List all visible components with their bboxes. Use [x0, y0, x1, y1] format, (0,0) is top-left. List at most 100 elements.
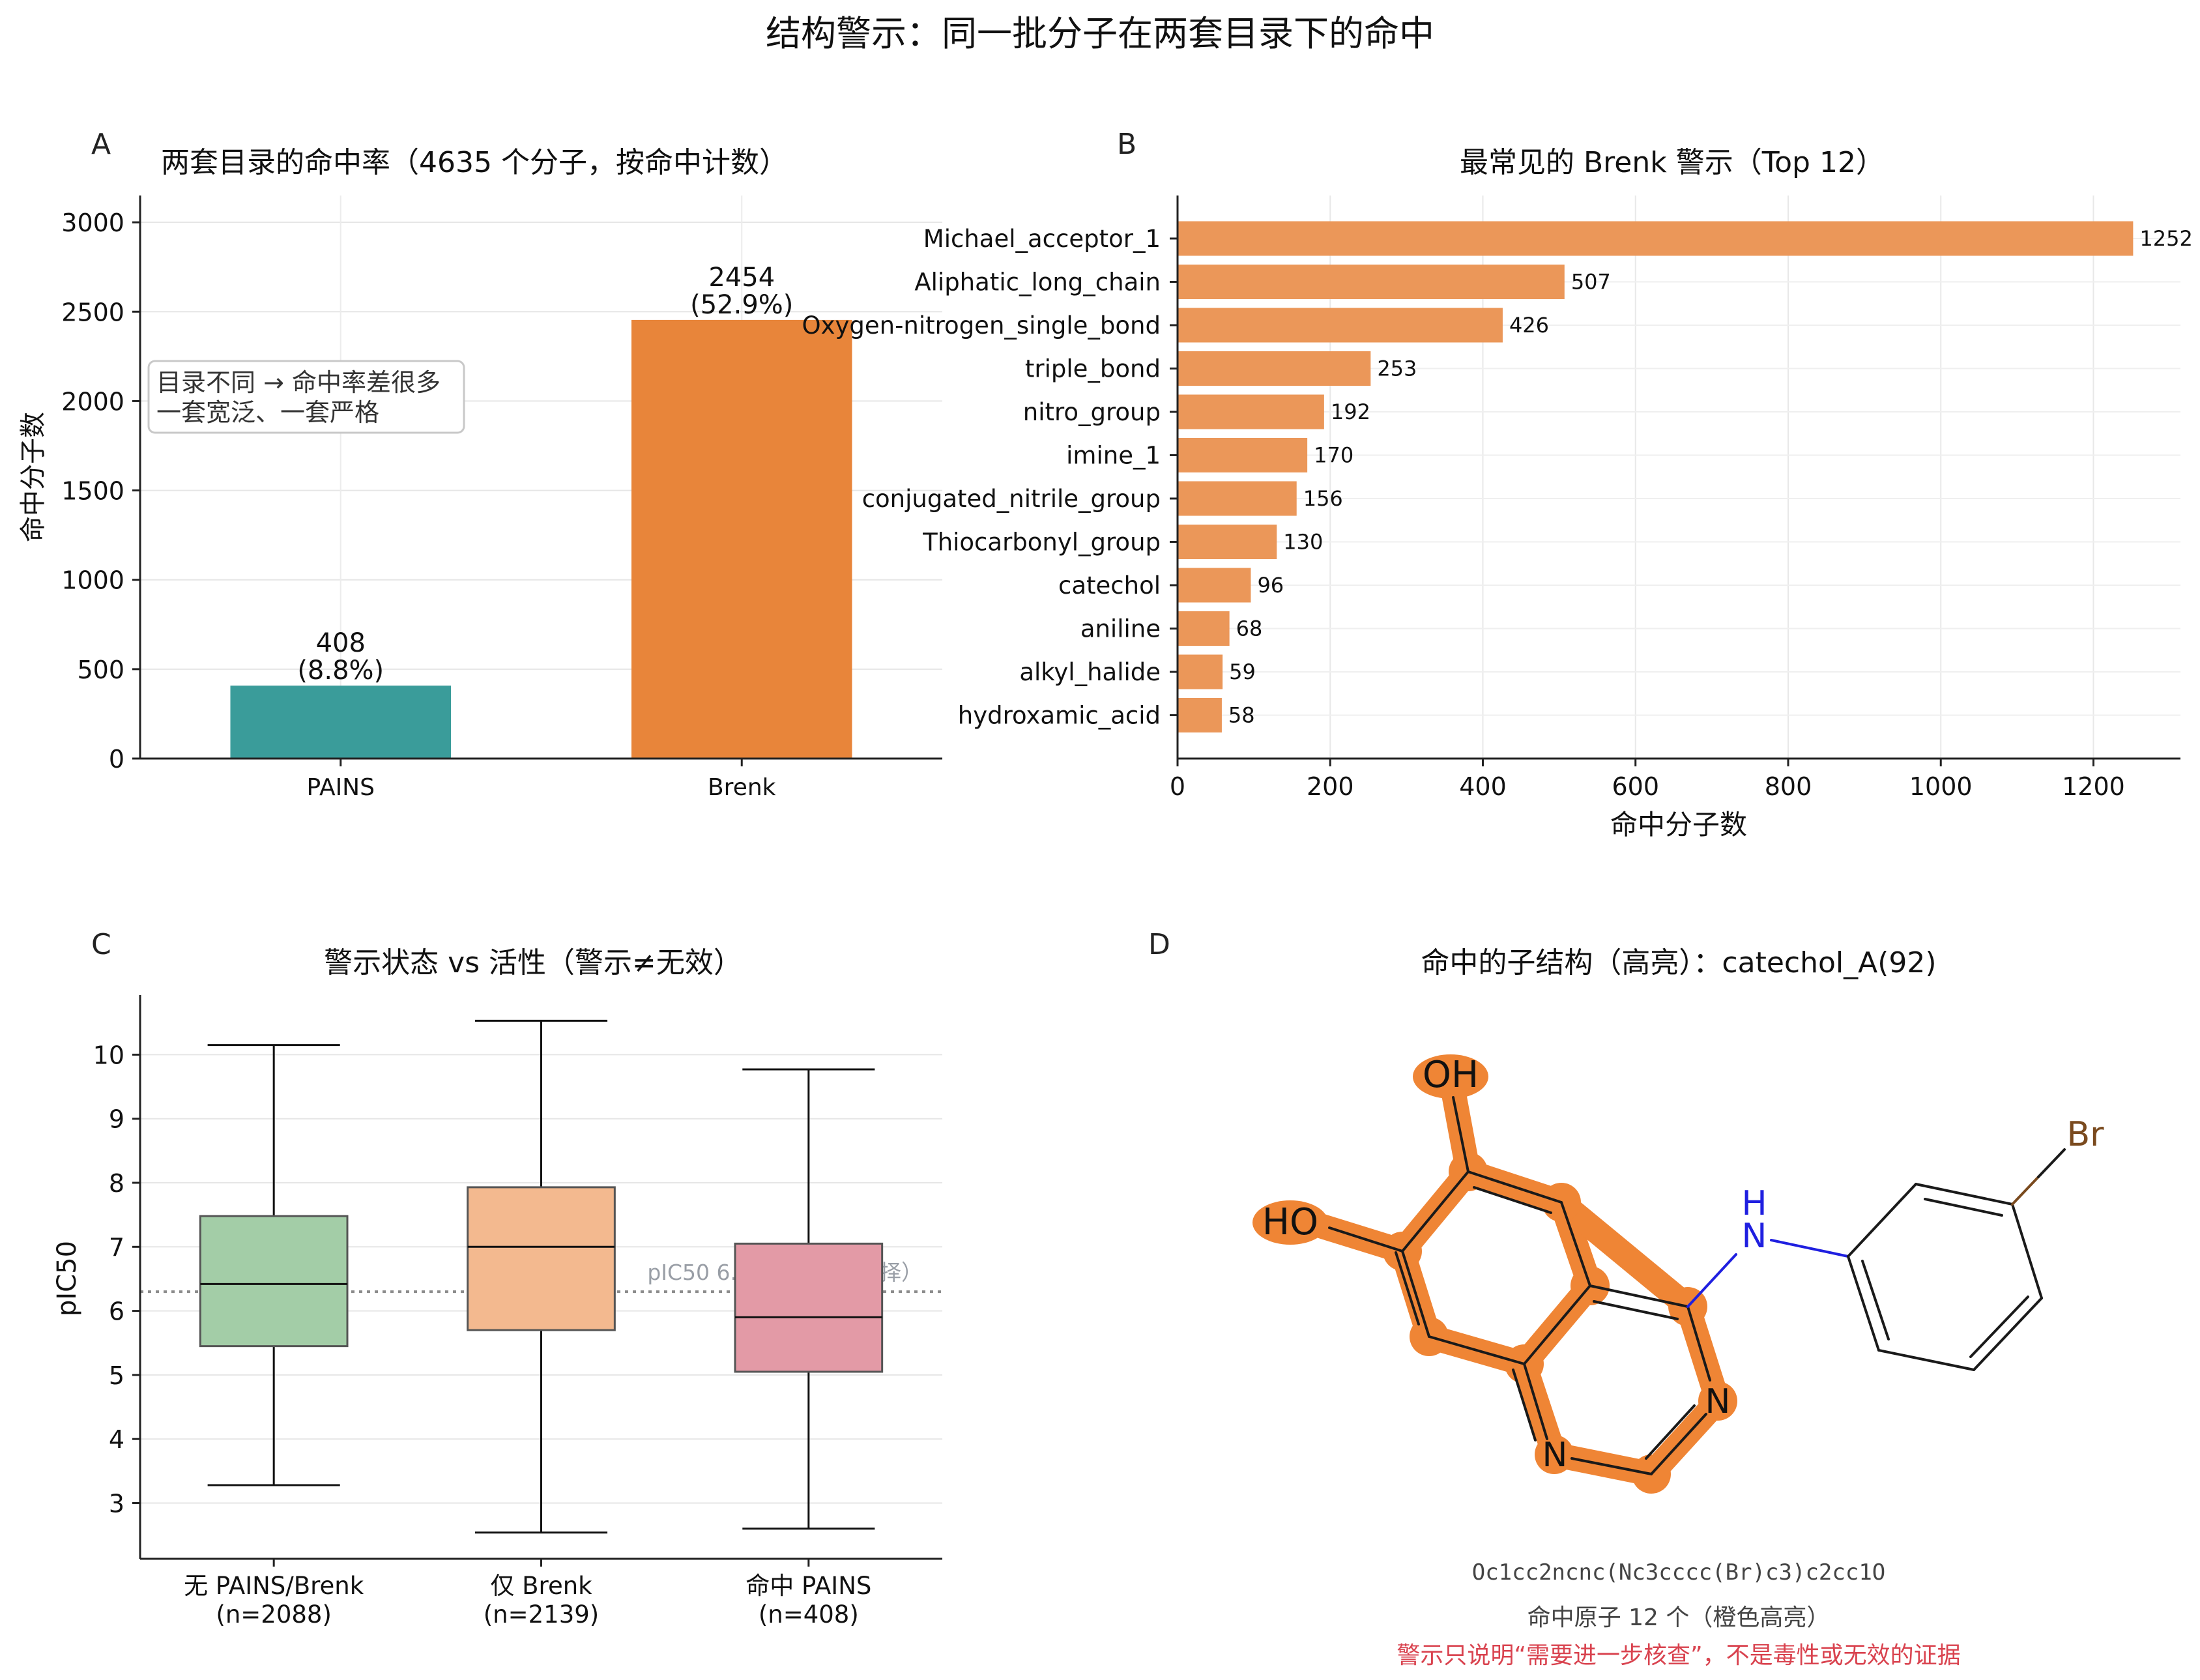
panel-c-ytick-label: 7 — [109, 1233, 124, 1262]
panel-b-value-label: 156 — [1303, 486, 1343, 511]
panel-b-xtick-label: 600 — [1612, 772, 1659, 801]
panel-a-pct-label: (52.9%) — [690, 290, 793, 320]
panel-b-bar — [1178, 394, 1324, 429]
panel-c-xtick-label: 命中 PAINS — [745, 1572, 871, 1600]
panel-a-bar — [631, 319, 852, 759]
panel-b-value-label: 59 — [1229, 659, 1256, 684]
panel-b-xtick-label: 1200 — [2062, 772, 2125, 801]
panel-c-ytick-label: 4 — [109, 1425, 124, 1454]
panel-b-value-label: 1252 — [2139, 226, 2192, 251]
panel-a-axis-ticks: 0 500 1000 1500 2000 2500 3000 PAINS Brenk — [61, 209, 775, 801]
panel-b-bars: 1252 507 426 253 192 170 156 130 96 68 59 58 — [1178, 221, 2193, 732]
panel-c-xtick-count: (n=2139) — [484, 1600, 599, 1629]
panel-b-xtick-label: 800 — [1765, 772, 1812, 801]
panel-c-title: 警示状态 vs 活性（警示≠无效） — [324, 946, 742, 979]
panel-c-activity-boxplot: C 警示状态 vs 活性（警示≠无效） pIC50 6.3（活性线，选择） 34… — [52, 928, 942, 1629]
panel-b-ytick-label: Thiocarbonyl_group — [922, 529, 1161, 557]
panel-b-value-label: 170 — [1314, 443, 1353, 468]
panel-b-letter: B — [1117, 128, 1136, 161]
panel-b-ytick-label: nitro_group — [1023, 398, 1161, 426]
panel-b-bar — [1178, 308, 1503, 343]
panel-c-xtick-count: (n=408) — [759, 1600, 859, 1629]
panel-c-ytick-label: 6 — [109, 1297, 124, 1326]
panel-a-value-label: 2454 — [708, 263, 775, 293]
panel-b-brenk-alerts-chart: B 最常见的 Brenk 警示（Top 12） 1252 507 426 253 192… — [802, 128, 2192, 841]
panel-a-ylabel: 命中分子数 — [18, 412, 48, 542]
panel-a-annotation-line-2: 一套宽泛、一套严格 — [156, 398, 379, 427]
panel-a-letter: A — [91, 128, 111, 161]
panel-c-ytick-label: 9 — [109, 1105, 124, 1134]
panel-c-xtick-label: 无 PAINS/Brenk — [184, 1572, 364, 1600]
atom-label-n-ring-1: N — [1542, 1436, 1568, 1475]
panel-b-value-label: 192 — [1331, 399, 1370, 424]
panel-b-bar — [1178, 221, 2134, 256]
panel-a-value-label: 408 — [316, 628, 366, 658]
panel-b-ytick-label: Oxygen-nitrogen_single_bond — [802, 311, 1161, 340]
panel-b-bar — [1178, 438, 1308, 472]
panel-b-bar — [1178, 351, 1371, 386]
panel-b-value-label: 426 — [1509, 313, 1549, 338]
molecule-atom-note: 命中原子 12 个（橙色高亮） — [1527, 1604, 1831, 1631]
panel-a-ytick-label: 500 — [77, 656, 124, 684]
atom-label-br: Br — [2066, 1115, 2104, 1154]
panel-a-ytick-label: 2500 — [61, 298, 124, 326]
panel-a-ytick-label: 3000 — [61, 209, 124, 237]
atom-label-nh-h: H — [1741, 1184, 1767, 1223]
panel-a-bar — [230, 686, 452, 759]
panel-c-xtick-label: 仅 Brenk — [490, 1572, 592, 1600]
panel-b-ytick-label: conjugated_nitrile_group — [862, 485, 1161, 513]
panel-b-ytick-label: alkyl_halide — [1019, 658, 1161, 686]
panel-b-ytick-label: Michael_acceptor_1 — [923, 225, 1161, 253]
panel-a-ytick-label: 1000 — [61, 566, 124, 595]
atom-label-nh-n: N — [1742, 1217, 1767, 1256]
panel-a-ytick-label: 2000 — [61, 387, 124, 416]
panel-c-ytick-label: 5 — [109, 1361, 124, 1390]
molecule-highlight — [1297, 1064, 1730, 1486]
panel-a-ytick-label: 0 — [109, 745, 124, 774]
panel-a-pct-label: (8.8%) — [297, 656, 384, 686]
panel-b-bar — [1178, 525, 1277, 559]
panel-c-ylabel: pIC50 — [52, 1241, 82, 1316]
panel-b-xtick-label: 200 — [1307, 772, 1354, 801]
panel-b-bar — [1178, 698, 1222, 732]
panel-b-ytick-label: hydroxamic_acid — [958, 702, 1161, 730]
panel-c-box — [199, 1215, 349, 1348]
panel-b-bar — [1178, 481, 1297, 516]
panel-b-bar — [1178, 568, 1251, 603]
panel-c-ytick-label: 8 — [109, 1169, 124, 1198]
panel-b-value-label: 507 — [1571, 270, 1611, 295]
panel-b-ytick-label: imine_1 — [1066, 442, 1161, 470]
panel-b-xtick-label: 400 — [1459, 772, 1507, 801]
panel-a-xtick-label: PAINS — [307, 774, 375, 801]
panel-b-ytick-label: catechol — [1058, 572, 1161, 600]
panel-b-value-label: 58 — [1228, 703, 1255, 728]
panel-b-bar — [1178, 265, 1565, 299]
panel-d-molecule: D 命中的子结构（高亮）：catechol_A(92) — [1148, 928, 2104, 1669]
panel-b-bar — [1178, 611, 1230, 646]
panel-b-value-label: 68 — [1236, 616, 1263, 641]
panel-a-hit-rate-chart: A 两套目录的命中率（4635 个分子，按命中计数） 408(8.8%) 2454… — [18, 128, 942, 801]
panel-b-value-label: 130 — [1283, 530, 1323, 555]
panel-b-xlabel: 命中分子数 — [1610, 809, 1747, 841]
atom-label-ho: HO — [1262, 1201, 1318, 1243]
panel-c-boxes — [199, 1019, 884, 1534]
panel-b-title: 最常见的 Brenk 警示（Top 12） — [1460, 146, 1885, 179]
panel-c-box — [734, 1242, 884, 1373]
panel-d-letter: D — [1148, 928, 1170, 961]
panel-d-title: 命中的子结构（高亮）：catechol_A(92) — [1421, 946, 1936, 979]
panel-b-xtick-label: 0 — [1170, 772, 1185, 801]
panel-b-ytick-label: Aliphatic_long_chain — [914, 268, 1161, 297]
molecule-smiles: Oc1cc2ncnc(Nc3cccc(Br)c3)c2cc1O — [1472, 1559, 1886, 1586]
panel-b-ytick-label: aniline — [1080, 615, 1161, 643]
panel-c-xtick-count: (n=2088) — [216, 1600, 331, 1629]
panel-b-axis-ticks: 0 200 400 600 800 1000 1200 Michael_acceptor_1 A… — [802, 225, 2124, 801]
panel-a-annotation-box: 目录不同 → 命中率差很多 一套宽泛、一套严格 — [147, 360, 465, 434]
panel-b-ytick-label: triple_bond — [1025, 355, 1161, 383]
panel-b-value-label: 253 — [1377, 356, 1417, 381]
molecule-bonds — [1328, 1096, 2066, 1475]
panel-a-title: 两套目录的命中率（4635 个分子，按命中计数） — [161, 146, 788, 179]
panel-b-value-label: 96 — [1257, 573, 1284, 598]
panel-b-bar — [1178, 654, 1223, 689]
panel-a-annotation-line-1: 目录不同 → 命中率差很多 — [156, 368, 441, 397]
